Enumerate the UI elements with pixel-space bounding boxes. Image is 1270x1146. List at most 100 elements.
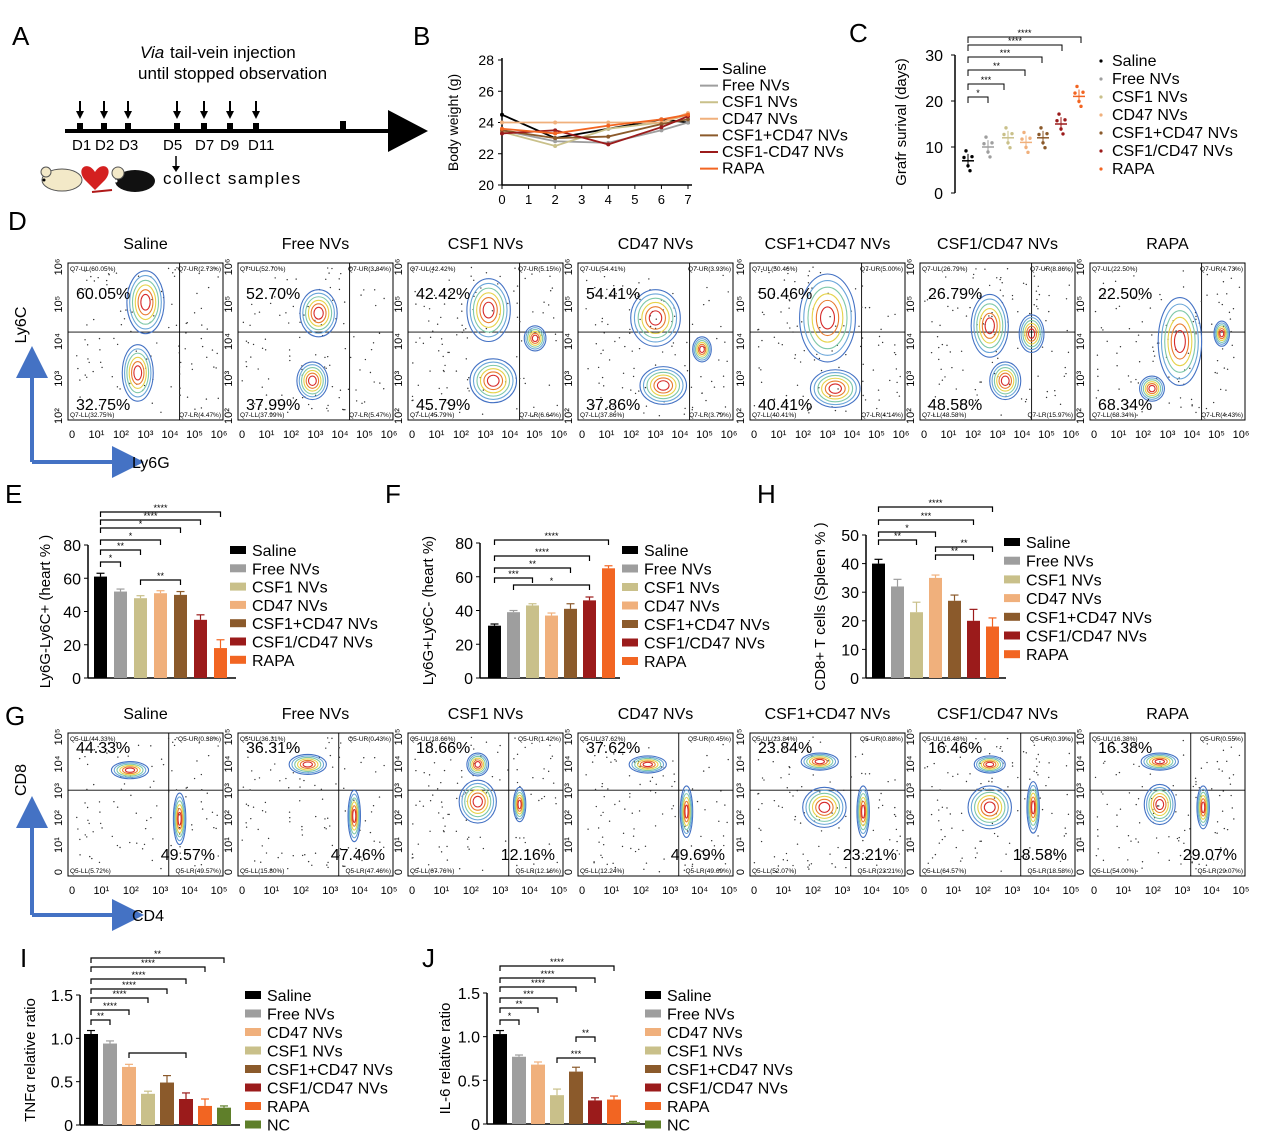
event-dot: [1178, 840, 1180, 842]
y-tick-label: 10⁵: [223, 729, 235, 746]
event-dot: [185, 796, 187, 798]
event-dot: [683, 413, 686, 415]
density-contour: [1018, 314, 1045, 354]
event-dot: [1195, 868, 1197, 870]
event-dot: [868, 306, 871, 309]
event-dot: [1102, 751, 1105, 753]
bar: [545, 615, 558, 678]
event-dot: [176, 737, 178, 739]
density-contour: [973, 298, 1007, 354]
event-dot: [482, 389, 485, 391]
data-point: [1063, 118, 1067, 122]
event-dot: [896, 849, 898, 852]
y-tick-label: 10: [925, 140, 943, 157]
event-dot: [320, 788, 323, 791]
y-tick-label: 0: [223, 869, 235, 875]
event-dot: [887, 780, 889, 783]
timeline-tick-end: [340, 121, 346, 131]
quadrant-ll-small: Q5-LL(5.72%): [70, 868, 111, 875]
significance-bracket: [493, 555, 591, 561]
significance-label: ***: [921, 511, 932, 521]
event-dot: [455, 830, 458, 833]
flow-y-label: Ly6C: [13, 307, 30, 344]
event-dot: [339, 389, 342, 391]
panel-a-title-line2: until stopped observation: [138, 64, 327, 83]
event-dot: [651, 776, 654, 779]
y-tick-label: 0: [735, 869, 747, 875]
event-dot: [637, 295, 639, 298]
event-dot: [411, 395, 414, 398]
event-dot: [1104, 760, 1106, 763]
event-dot: [1118, 305, 1121, 307]
event-dot: [250, 817, 252, 820]
event-dot: [1228, 777, 1231, 779]
event-dot: [975, 268, 977, 270]
event-dot: [1187, 814, 1190, 816]
event-dot: [831, 863, 833, 865]
event-dot: [1017, 347, 1019, 350]
event-dot: [542, 777, 544, 780]
event-dot: [241, 380, 243, 382]
event-dot: [991, 361, 994, 364]
event-dot: [507, 769, 509, 771]
event-dot: [78, 757, 81, 760]
event-dot: [340, 742, 342, 744]
significance-label: ****: [131, 970, 146, 980]
density-contour: [472, 361, 514, 400]
event-dot: [91, 400, 93, 402]
event-dot: [1238, 754, 1241, 757]
event-dot: [1135, 838, 1137, 840]
event-dot: [622, 753, 624, 755]
event-dot: [548, 871, 550, 873]
event-dot: [1149, 773, 1152, 775]
y-tick-label: 10⁵: [905, 296, 917, 313]
event-dot: [1045, 784, 1047, 787]
legend-label: RAPA: [644, 654, 687, 671]
significance-label: **: [993, 61, 1001, 71]
event-dot: [1182, 739, 1184, 742]
event-dot: [845, 410, 847, 412]
event-dot: [206, 818, 208, 820]
y-tick-label: 0: [471, 1117, 480, 1134]
event-dot: [375, 771, 377, 773]
y-tick-label: 10²: [563, 810, 575, 826]
flow-plot-title: RAPA: [1146, 706, 1189, 723]
event-dot: [538, 799, 540, 802]
event-dot: [84, 739, 86, 742]
legend-swatch: [622, 657, 638, 665]
event-dot: [342, 865, 344, 867]
event-dot: [329, 286, 332, 289]
event-dot: [708, 299, 710, 302]
y-tick-label: 10³: [735, 783, 747, 799]
bar: [214, 648, 227, 678]
x-tick-label: 10⁶: [211, 429, 228, 441]
event-dot: [701, 392, 703, 395]
event-dot: [470, 736, 473, 739]
y-tick-label: 10⁶: [53, 259, 65, 276]
event-dot: [718, 359, 720, 361]
event-dot: [1029, 388, 1031, 391]
density-contour: [479, 296, 498, 324]
density-contour: [131, 361, 145, 385]
event-dot: [427, 407, 430, 409]
heart-icon: [81, 166, 113, 193]
event-dot: [1063, 375, 1066, 377]
event-dot: [513, 290, 515, 292]
event-dot: [196, 292, 198, 295]
event-dot: [467, 846, 469, 848]
x-tick-label: 10¹: [89, 429, 105, 441]
event-dot: [638, 282, 640, 284]
event-dot: [949, 813, 951, 815]
event-dot: [829, 781, 831, 783]
event-dot: [600, 396, 602, 399]
event-dot: [1011, 765, 1014, 767]
event-dot: [614, 803, 616, 806]
event-dot: [556, 404, 558, 407]
event-dot: [383, 764, 385, 767]
significance-bracket: [99, 519, 202, 525]
legend-swatch: [1099, 77, 1103, 81]
event-dot: [1233, 356, 1235, 359]
density-contour: [1143, 753, 1177, 770]
